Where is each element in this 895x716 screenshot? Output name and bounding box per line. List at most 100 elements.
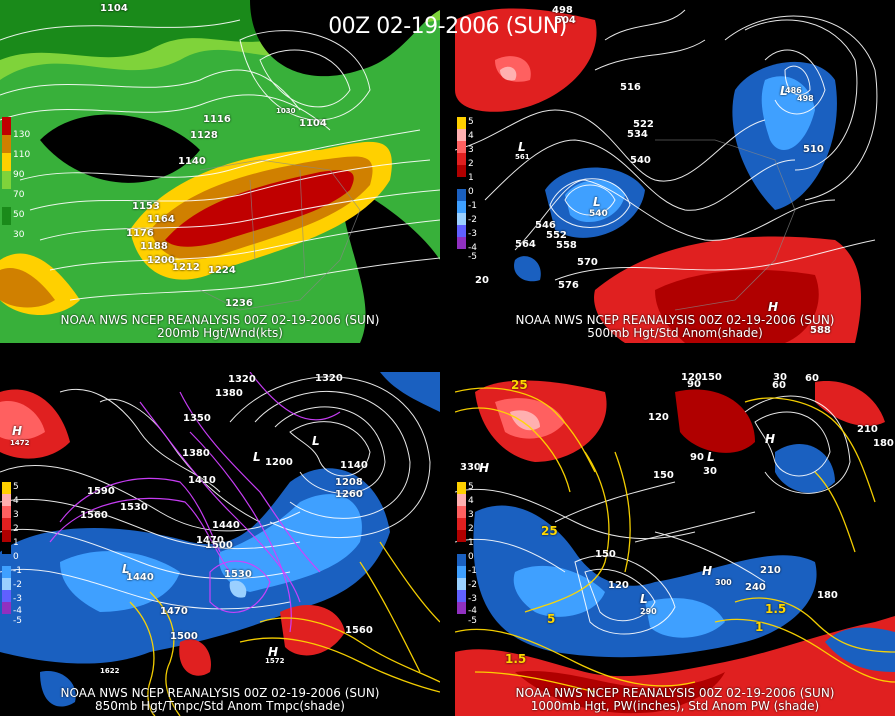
contour-label: 1590	[87, 486, 115, 497]
contour-label: 290	[640, 607, 657, 616]
colorbar-tick: -1	[468, 201, 477, 211]
contour-label: 570	[577, 257, 598, 268]
colorbar-tick: 1	[468, 538, 474, 548]
contour-label: 498	[797, 94, 814, 103]
low-pressure-marker: L	[253, 450, 261, 464]
contour-label: 60	[772, 380, 786, 391]
colorbar-tick: 0	[468, 187, 474, 197]
low-pressure-marker: L	[518, 140, 526, 154]
colorbar-tick: 50	[13, 210, 25, 220]
colorbar-tick: -3	[13, 594, 22, 604]
colorbar-tick: -4	[13, 606, 22, 616]
colorbar-tick: 130	[13, 130, 31, 140]
contour-label: 240	[745, 582, 766, 593]
contour-label: 1440	[126, 572, 154, 583]
pw-contour-label: 1.5	[505, 652, 527, 666]
colorbar-tick: 5	[13, 482, 19, 492]
pw-contour-label: 1	[755, 620, 764, 634]
colorbar-tick: -3	[468, 594, 477, 604]
contour-label: 1030	[276, 107, 296, 115]
contour-label: 534	[627, 129, 648, 140]
colorbar-tick: 2	[468, 524, 474, 534]
contour-label: 210	[857, 424, 878, 435]
colorbar-tick: -4	[468, 243, 477, 253]
contour-label: 150	[595, 549, 616, 560]
colorbar-tick: 3	[468, 510, 474, 520]
contour-label: 1260	[335, 489, 363, 500]
contour-label: 1622	[100, 667, 120, 675]
contour-label: 1176	[126, 228, 154, 239]
colorbar-tick: 5	[468, 482, 474, 492]
low-pressure-marker: L	[640, 592, 648, 606]
contour-label: 120	[648, 412, 669, 423]
contour-label: 1470	[160, 606, 188, 617]
high-pressure-marker: H	[768, 300, 779, 314]
colorbar-tick: 0	[468, 552, 474, 562]
colorbar-tick: -5	[468, 252, 477, 262]
panel-caption-source: NOAA NWS NCEP REANALYSIS 00Z 02-19-2006 …	[515, 686, 835, 700]
contour-label: 30	[703, 466, 717, 477]
contour-label: 510	[803, 144, 824, 155]
contour-label: 1472	[10, 439, 30, 447]
colorbar-tick: -1	[13, 566, 22, 576]
contour-label: 1104	[100, 3, 128, 14]
panel-500mb-map: 5 4 3 2 1 0 -1 -2 -3 -4 -5 498 504 516 5…	[455, 0, 895, 343]
map-850mb	[0, 372, 440, 716]
contour-label: 1350	[183, 413, 211, 424]
colorbar-tick: 3	[468, 145, 474, 155]
contour-label: 504	[555, 15, 576, 26]
high-pressure-marker: H	[765, 432, 776, 446]
contour-label: 180	[873, 438, 894, 449]
panel-caption-field: 1000mb Hgt, PW(inches), Std Anom PW (sha…	[530, 699, 820, 713]
contour-label: 561	[515, 153, 530, 161]
contour-label: 1380	[182, 448, 210, 459]
colorbar-tick: 5	[468, 117, 474, 127]
contour-label: 1380	[215, 388, 243, 399]
contour-label: 552	[546, 230, 567, 241]
contour-label: 30	[773, 372, 787, 383]
colorbar-tick: 0	[13, 552, 19, 562]
panel-caption-source: NOAA NWS NCEP REANALYSIS 00Z 02-19-2006 …	[60, 686, 380, 700]
contour-label: 120	[608, 580, 629, 591]
colorbar-tick: 1	[468, 173, 474, 183]
contour-label: 330	[460, 462, 481, 473]
contour-label: 1140	[340, 460, 368, 471]
panel-caption-field: 500mb Hgt/Std Anom(shade)	[587, 326, 763, 340]
contour-label: 540	[630, 155, 651, 166]
anomaly-colorbar	[457, 117, 466, 249]
colorbar-tick: -5	[468, 616, 477, 626]
low-pressure-marker: L	[707, 450, 715, 464]
colorbar-tick: -2	[468, 215, 477, 225]
panel-caption-source: NOAA NWS NCEP REANALYSIS 00Z 02-19-2006 …	[515, 313, 835, 327]
colorbar-tick: 90	[13, 170, 25, 180]
contour-label: 300	[715, 578, 732, 587]
contour-label: 1470	[196, 535, 224, 546]
map-200mb	[0, 0, 440, 343]
contour-label: 1116	[203, 114, 231, 125]
contour-label: 546	[535, 220, 556, 231]
contour-label: 1200	[265, 457, 293, 468]
contour-label: 150	[701, 372, 722, 383]
pw-contour-label: 5	[547, 612, 556, 626]
page-title: 00Z 02-19-2006 (SUN)	[328, 14, 567, 39]
panel-850mb-map: 5 4 3 2 1 0 -1 -2 -3 -4 -5 1320 1380 135…	[0, 372, 440, 716]
pw-contour-label: 25	[541, 524, 558, 538]
contour-label: 1500	[205, 540, 233, 551]
contour-label: 564	[515, 239, 536, 250]
contour-label: 1440	[212, 520, 240, 531]
contour-label: 1530	[120, 502, 148, 513]
colorbar-tick: 4	[468, 131, 474, 141]
contour-label: 498	[552, 5, 573, 16]
anomaly-colorbar	[2, 482, 11, 614]
colorbar-tick: 4	[468, 496, 474, 506]
contour-label: 1560	[80, 510, 108, 521]
low-pressure-marker: L	[593, 195, 601, 209]
contour-label: 540	[589, 209, 608, 219]
high-pressure-marker: H	[479, 461, 490, 475]
panel-1000mb-map: 5 4 3 2 1 0 -1 -2 -3 -4 -5 90 120 150 30…	[455, 372, 895, 716]
colorbar-tick: 1	[13, 538, 19, 548]
colorbar-tick: 2	[468, 159, 474, 169]
panel-caption-source: NOAA NWS NCEP REANALYSIS 00Z 02-19-2006 …	[60, 313, 380, 327]
low-pressure-marker: L	[780, 84, 788, 98]
colorbar-tick: 30	[13, 230, 25, 240]
